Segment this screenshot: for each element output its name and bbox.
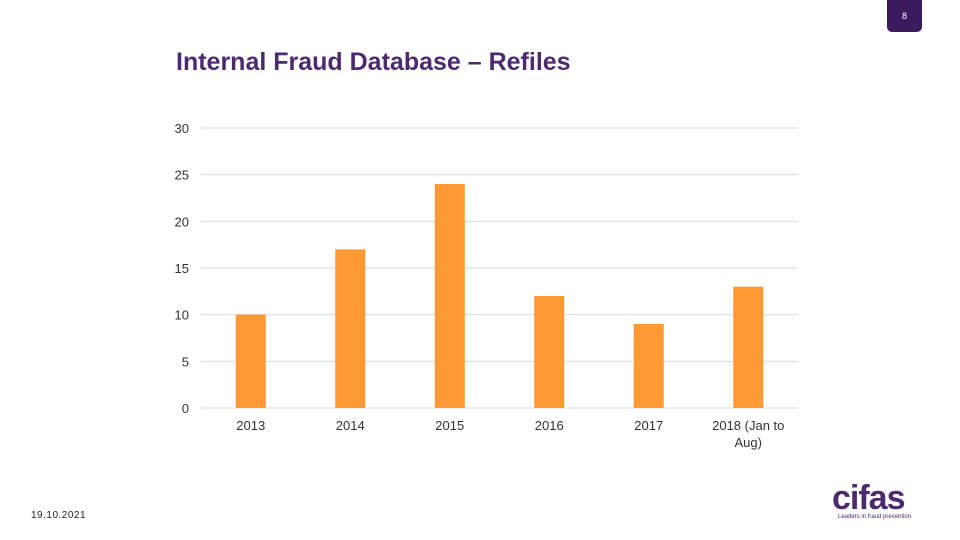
x-tick-label: 2016 (535, 418, 564, 433)
logo-wordmark: cifas (832, 479, 905, 517)
x-tick-label: 2013 (236, 418, 265, 433)
y-tick-label: 15 (175, 261, 189, 276)
x-tick-label: 2018 (Jan to Aug) (712, 418, 784, 450)
y-tick-label: 20 (175, 214, 189, 229)
bar-2016 (534, 296, 565, 408)
cifas-logo: cifas Leaders in fraud prevention (832, 479, 932, 524)
x-tick-label: 2015 (435, 418, 464, 433)
bar-2013 (235, 314, 266, 408)
y-tick-label: 5 (182, 354, 189, 369)
bar-2014 (335, 249, 366, 408)
y-tick-label: 25 (175, 168, 189, 183)
logo-tagline: Leaders in fraud prevention (838, 514, 912, 520)
bar-2015 (434, 184, 465, 408)
bar-2018 (733, 286, 764, 408)
y-tick-label: 10 (175, 308, 189, 323)
chart-title: Internal Fraud Database – Refiles (176, 48, 571, 76)
page-number-badge: 8 (887, 0, 922, 32)
y-tick-label: 30 (175, 121, 189, 136)
footer-date: 19.10.2021 (31, 510, 87, 521)
bar-2017 (633, 324, 664, 408)
x-tick-label: 2017 (634, 418, 663, 433)
y-tick-label: 0 (182, 401, 189, 416)
page-number: 8 (901, 11, 907, 21)
x-tick-label: 2014 (336, 418, 365, 433)
